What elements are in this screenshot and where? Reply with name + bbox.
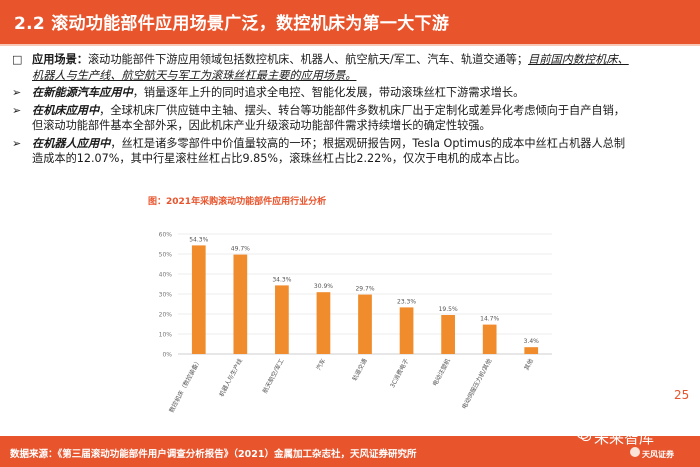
data-label: 19.5% (439, 306, 458, 313)
data-label: 23.3% (397, 298, 416, 305)
x-tick-label: 汽车 (315, 357, 328, 371)
bullet-new-energy-vehicle: ➢ 在新能源汽车应用中，销量逐年上升的同时追求全电控、智能化发展，带动滚珠丝杠下… (10, 85, 694, 101)
chart-title: 图：2021年采购滚动功能部件应用行业分析 (148, 194, 326, 207)
brand-name: 天风证券 (642, 450, 674, 459)
bullet-line: 但滚动功能部件基本全部外采，因此机床产业升级滚动功能部件需求持续增长的确定性较强… (32, 118, 694, 134)
y-tick-label: 10% (159, 332, 173, 339)
x-tick-label: 电动伺服压力机/其他 (460, 357, 493, 410)
title-divider (0, 44, 700, 46)
arrow-bullet-icon: ➢ (12, 136, 22, 150)
x-tick-label: 航天航空/军工 (261, 357, 286, 394)
bar (358, 294, 372, 354)
footer-bar (0, 436, 700, 467)
data-label: 34.3% (272, 276, 291, 283)
chart-container: 0% 10% 20% 30% 40% 50% 60% 54.3% 数控机床（数控装备） 49.7%… (140, 190, 560, 422)
bullet-key: 在新能源汽车应用中 (32, 86, 133, 99)
bullet-key: 应用场景： (32, 53, 88, 66)
bullet-text: ，全球机床厂供应链中主轴、摆头、转台等功能部件多数机床厂出于定制化或差异化考虑倾… (99, 103, 625, 117)
bullet-key: 在机器人应用中 (32, 136, 111, 150)
bar (233, 254, 248, 354)
arrow-bullet-icon: ➢ (12, 86, 22, 99)
bullet-emphasis: 目前国内数控机床、 (528, 53, 629, 66)
data-label: 14.7% (480, 316, 499, 323)
bullet-text: 造成本的12.07%，其中行星滚柱丝杠占比9.85%，滚珠丝杠占比2.22%，仅… (32, 152, 527, 165)
x-tick-label: 电动注塑机 (431, 357, 452, 387)
y-tick-label: 60% (159, 232, 173, 239)
bullet-line: 机器人与生产线、航空航天与军工为滚珠丝杠最主要的应用场景。 (32, 68, 694, 84)
bar (399, 307, 414, 354)
data-label: 54.3% (189, 236, 208, 243)
bullet-line: 在机器人应用中，丝杠是诸多零部件中价值量较高的一环；根据观研报告网，Tesla … (32, 136, 694, 152)
data-label: 30.9% (314, 283, 333, 290)
bullet-line: 造成本的12.07%，其中行星滚柱丝杠占比9.85%，滚珠丝杠占比2.22%，仅… (32, 151, 694, 167)
x-tick-label: 3C消费电子 (388, 357, 410, 389)
bullet-line: 在机床应用中，全球机床厂供应链中主轴、摆头、转台等功能部件多数机床厂出于定制化或… (32, 103, 694, 119)
bar (524, 347, 539, 354)
bullet-machine-tool: ➢ 在机床应用中，全球机床厂供应链中主轴、摆头、转台等功能部件多数机床厂出于定制… (10, 103, 694, 134)
page-title: 2.2 滚动功能部件应用场景广泛，数控机床为第一大下游 (14, 14, 450, 34)
data-label: 29.7% (355, 286, 374, 293)
brand-logo-icon (630, 447, 640, 457)
bullet-text: ，丝杠是诸多零部件中价值量较高的一环；根据观研报告网，Tesla Optimus… (110, 136, 626, 150)
x-tick-label: 数控机床（数控装备） (167, 357, 202, 414)
bullet-line: 在新能源汽车应用中，销量逐年上升的同时追求全电控、智能化发展，带动滚珠丝杠下游需… (32, 85, 694, 101)
bar-chart: 0% 10% 20% 30% 40% 50% 60% 54.3% 数控机床（数控装备） 49.7%… (159, 232, 552, 414)
source-note: 数据来源：《第三届滚动功能部件用户调查分析报告》（2021）金属加工杂志社，天风… (10, 449, 417, 460)
bullet-text: ，销量逐年上升的同时追求全电控、智能化发展，带动滚珠丝杠下游需求增长。 (132, 86, 525, 99)
y-tick-label: 50% (159, 252, 173, 259)
page-number: 25 (674, 388, 690, 402)
bullet-text: 但滚动功能部件基本全部外采，因此机床产业升级滚动功能部件需求持续增长的确定性较强… (32, 119, 491, 132)
bullet-key: 在机床应用中 (32, 103, 100, 117)
data-label: 3.4% (524, 338, 540, 345)
bullet-list: □ 应用场景：滚动功能部件下游应用领域包括数控机床、机器人、航空航天/军工、汽车… (10, 52, 694, 169)
bullet-emphasis: 机器人与生产线、航空航天与军工为滚珠丝杠最主要的应用场景。 (32, 68, 357, 82)
bar (316, 292, 331, 354)
bar (191, 245, 206, 354)
title-bar (0, 0, 700, 44)
chart-title-text: 2021年采购滚动功能部件应用行业分析 (166, 197, 327, 207)
chart-title-prefix: 图： (148, 197, 167, 207)
y-tick-label: 40% (159, 272, 173, 279)
data-label: 49.7% (231, 246, 250, 253)
bar (441, 315, 455, 354)
y-tick-label: 20% (159, 312, 173, 319)
bullet-text: 滚动功能部件下游应用领域包括数控机床、机器人、航空航天/军工、汽车、轨道交通等； (87, 53, 529, 66)
bar (275, 285, 289, 354)
x-tick-label: 其他 (522, 357, 535, 371)
bullet-application-scenarios: □ 应用场景：滚动功能部件下游应用领域包括数控机床、机器人、航空航天/军工、汽车… (10, 52, 694, 83)
bullet-robot: ➢ 在机器人应用中，丝杠是诸多零部件中价值量较高的一环；根据观研报告网，Tesl… (10, 136, 694, 167)
arrow-bullet-icon: ➢ (12, 103, 22, 117)
y-tick-label: 0% (162, 352, 172, 359)
bullet-line: 应用场景：滚动功能部件下游应用领域包括数控机床、机器人、航空航天/军工、汽车、轨… (32, 52, 694, 68)
wechat-icon (577, 428, 591, 442)
x-tick-label: 轨道交通 (350, 357, 368, 382)
watermark-text: 未来智库 (594, 429, 655, 447)
bar (482, 324, 497, 354)
x-tick-label: 机器人与生产线 (217, 357, 244, 398)
square-bullet-icon: □ (12, 53, 23, 66)
y-tick-label: 30% (159, 292, 173, 299)
